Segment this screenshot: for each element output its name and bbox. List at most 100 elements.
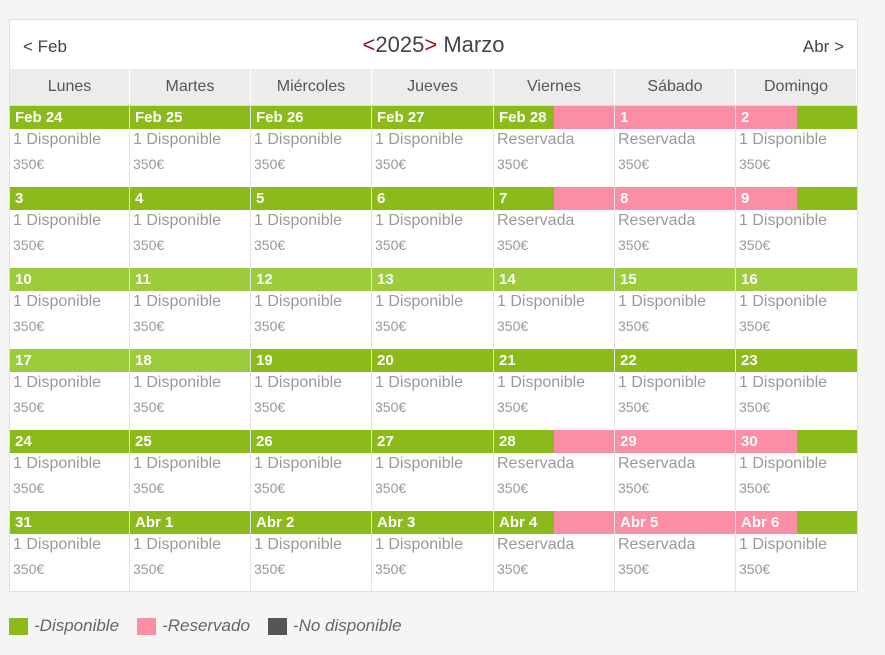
day-cell[interactable]: 29 Reservada 350€	[615, 430, 736, 511]
day-cell[interactable]: Feb 24 1 Disponible 350€	[10, 106, 130, 187]
day-cell[interactable]: 31 1 Disponible 350€	[10, 511, 130, 592]
day-cell[interactable]: 25 1 Disponible 350€	[130, 430, 251, 511]
day-price: 350€	[133, 480, 165, 496]
legend-item: -Reservado	[137, 616, 250, 636]
prev-month-link[interactable]: < Feb	[23, 37, 67, 56]
day-cell[interactable]: 13 1 Disponible 350€	[372, 268, 494, 349]
day-status-bar: Abr 4	[494, 511, 614, 534]
day-cell[interactable]: 2 1 Disponible 350€	[736, 106, 857, 187]
status-segment	[736, 511, 797, 534]
calendar-grid: Feb 24 1 Disponible 350€ Feb 25 1 Disponible…	[10, 106, 857, 592]
day-cell[interactable]: 18 1 Disponible 350€	[130, 349, 251, 430]
day-status-bar: 24	[10, 430, 129, 453]
availability-status: 1 Disponible	[254, 374, 343, 391]
day-cell[interactable]: 8 Reservada 350€	[615, 187, 736, 268]
day-status-bar: 23	[736, 349, 857, 372]
day-cell[interactable]: 19 1 Disponible 350€	[251, 349, 372, 430]
day-price: 350€	[375, 318, 407, 334]
day-price: 350€	[13, 561, 45, 577]
day-cell[interactable]: Abr 1 1 Disponible 350€	[130, 511, 251, 592]
day-number: 10	[15, 271, 32, 288]
day-cell[interactable]: Abr 4 Reservada 350€	[494, 511, 615, 592]
day-cell[interactable]: Feb 27 1 Disponible 350€	[372, 106, 494, 187]
day-cell[interactable]: 20 1 Disponible 350€	[372, 349, 494, 430]
availability-status: 1 Disponible	[375, 455, 464, 472]
status-segment	[615, 349, 735, 372]
day-cell[interactable]: 23 1 Disponible 350€	[736, 349, 857, 430]
day-cell[interactable]: 10 1 Disponible 350€	[10, 268, 130, 349]
day-cell[interactable]: Abr 6 1 Disponible 350€	[736, 511, 857, 592]
day-number: 13	[377, 271, 394, 288]
booking-calendar: < Feb <2025> Marzo Abr > Lunes Martes Miér…	[9, 19, 858, 592]
legend-label: -Reservado	[162, 616, 250, 635]
day-cell[interactable]: 28 Reservada 350€	[494, 430, 615, 511]
day-cell[interactable]: 1 Reservada 350€	[615, 106, 736, 187]
day-status-bar: 9	[736, 187, 857, 210]
day-cell[interactable]: 15 1 Disponible 350€	[615, 268, 736, 349]
day-price: 350€	[739, 480, 771, 496]
day-number: 23	[741, 352, 758, 369]
day-cell[interactable]: 22 1 Disponible 350€	[615, 349, 736, 430]
day-cell[interactable]: 4 1 Disponible 350€	[130, 187, 251, 268]
day-cell[interactable]: 3 1 Disponible 350€	[10, 187, 130, 268]
legend-swatch	[9, 617, 28, 635]
week-row: Feb 24 1 Disponible 350€ Feb 25 1 Disponible…	[10, 106, 857, 187]
day-status-bar: 18	[130, 349, 250, 372]
status-segment	[130, 187, 250, 210]
day-number: 20	[377, 352, 394, 369]
availability-status: 1 Disponible	[13, 536, 102, 553]
status-segment	[494, 430, 554, 453]
availability-status: 1 Disponible	[254, 455, 343, 472]
day-cell[interactable]: 17 1 Disponible 350€	[10, 349, 130, 430]
day-cell[interactable]: Feb 28 Reservada 350€	[494, 106, 615, 187]
status-segment	[372, 106, 493, 129]
day-number: 15	[620, 271, 637, 288]
prev-year-arrow[interactable]: <	[362, 32, 376, 57]
day-price: 350€	[497, 561, 529, 577]
day-cell[interactable]: 16 1 Disponible 350€	[736, 268, 857, 349]
week-row: 10 1 Disponible 350€ 11 1 Disponible 350€ 12 1 …	[10, 268, 857, 349]
status-segment	[251, 268, 371, 291]
availability-status: Reservada	[497, 212, 575, 229]
status-segment	[494, 349, 614, 372]
week-row: 3 1 Disponible 350€ 4 1 Disponible 350€ 5 1 Dis…	[10, 187, 857, 268]
day-cell[interactable]: 9 1 Disponible 350€	[736, 187, 857, 268]
status-segment	[372, 511, 493, 534]
day-cell[interactable]: 26 1 Disponible 350€	[251, 430, 372, 511]
day-cell[interactable]: Abr 2 1 Disponible 350€	[251, 511, 372, 592]
day-cell[interactable]: 6 1 Disponible 350€	[372, 187, 494, 268]
day-cell[interactable]: 11 1 Disponible 350€	[130, 268, 251, 349]
day-number: 31	[15, 514, 32, 531]
availability-status: 1 Disponible	[13, 212, 102, 229]
day-cell[interactable]: 30 1 Disponible 350€	[736, 430, 857, 511]
calendar-title: <2025> Marzo	[10, 32, 857, 58]
day-cell[interactable]: 21 1 Disponible 350€	[494, 349, 615, 430]
status-segment	[130, 430, 250, 453]
day-cell[interactable]: 12 1 Disponible 350€	[251, 268, 372, 349]
day-cell[interactable]: 7 Reservada 350€	[494, 187, 615, 268]
year-label: 2025	[375, 32, 425, 57]
status-segment	[130, 268, 250, 291]
availability-status: 1 Disponible	[375, 131, 464, 148]
status-segment	[554, 430, 614, 453]
day-cell[interactable]: Abr 3 1 Disponible 350€	[372, 511, 494, 592]
day-price: 350€	[13, 237, 45, 253]
week-row: 17 1 Disponible 350€ 18 1 Disponible 350€ 19 1 …	[10, 349, 857, 430]
day-cell[interactable]: Feb 26 1 Disponible 350€	[251, 106, 372, 187]
day-cell[interactable]: Abr 5 Reservada 350€	[615, 511, 736, 592]
status-segment	[372, 268, 493, 291]
day-cell[interactable]: 24 1 Disponible 350€	[10, 430, 130, 511]
day-cell[interactable]: 5 1 Disponible 350€	[251, 187, 372, 268]
availability-status: 1 Disponible	[739, 536, 828, 553]
day-status-bar: 5	[251, 187, 371, 210]
day-status-bar: 25	[130, 430, 250, 453]
day-cell[interactable]: 14 1 Disponible 350€	[494, 268, 615, 349]
day-price: 350€	[618, 480, 650, 496]
legend-swatch	[137, 617, 157, 635]
next-month-link[interactable]: Abr >	[802, 37, 844, 56]
next-year-arrow[interactable]: >	[424, 32, 438, 57]
day-cell[interactable]: Feb 25 1 Disponible 350€	[130, 106, 251, 187]
day-cell[interactable]: 27 1 Disponible 350€	[372, 430, 494, 511]
status-segment	[10, 511, 129, 534]
